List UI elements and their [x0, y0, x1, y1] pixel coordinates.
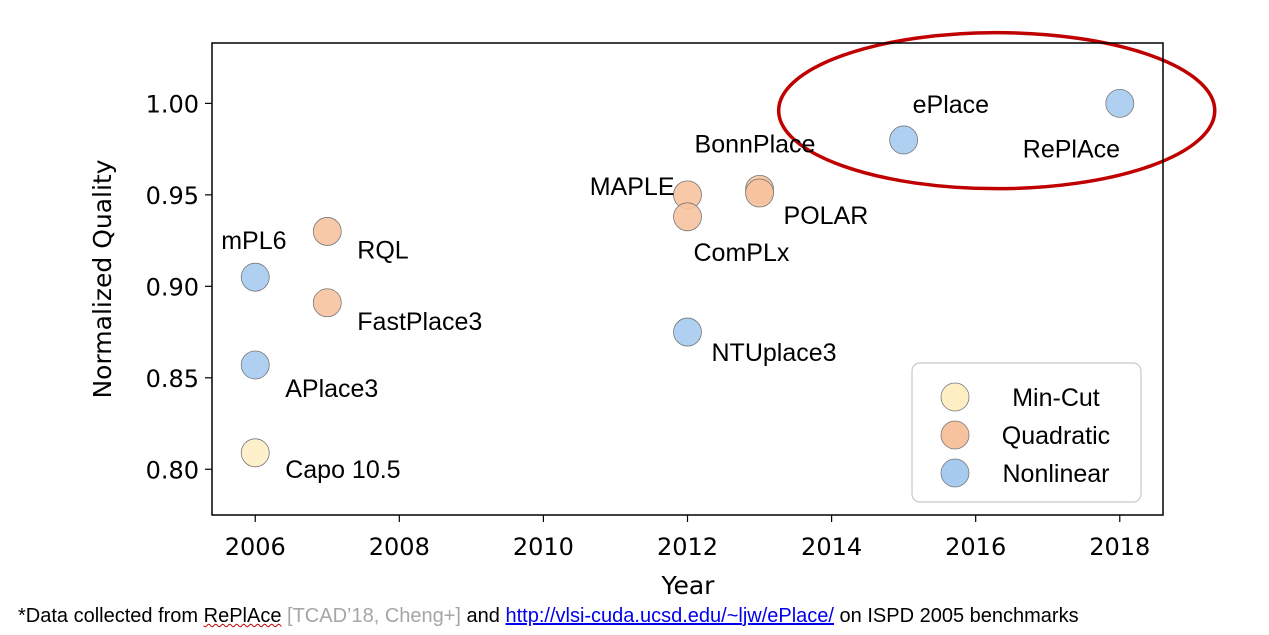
x-tick-label: 2016: [945, 533, 1006, 561]
scatter-chart: Capo 10.5 RQL FastPlace3 MAPLE ComPLx BonnPla…: [88, 30, 1217, 600]
y-tick-label: 0.85: [146, 365, 199, 393]
legend-swatch: [940, 420, 970, 450]
data-point: [673, 202, 702, 232]
y-tick-label: 0.90: [146, 273, 199, 301]
data-point: [673, 317, 702, 347]
footnote-citation: [TCAD’18, Cheng+]: [281, 605, 461, 627]
footnote-middle: and: [460, 605, 506, 627]
data-point: [745, 178, 774, 208]
data-point: [1105, 88, 1135, 118]
footnote-replace: RePlAce: [203, 605, 282, 627]
x-tick-label: 2010: [513, 533, 574, 561]
y-tick-label: 0.95: [146, 182, 199, 210]
highlight-ellipse: [776, 30, 1217, 191]
eplace-link[interactable]: http://vlsi-cuda.ucsd.edu/~ljw/ePlace/: [505, 605, 834, 627]
point-label: APlace3: [285, 375, 378, 403]
data-point: [240, 438, 270, 468]
footnote-prefix: *Data collected from: [18, 605, 204, 627]
point-label: MAPLE: [590, 173, 675, 201]
legend-swatch: [940, 382, 970, 412]
x-tick-label: 2006: [225, 533, 286, 561]
point-label: Capo 10.5: [285, 456, 400, 484]
point-label: ePlace: [913, 91, 989, 119]
footnote: *Data collected from RePlAce [TCAD’18, C…: [18, 605, 1079, 628]
point-label: BonnPlace: [695, 130, 816, 158]
point-label: RQL: [357, 236, 409, 264]
footnote-suffix: on ISPD 2005 benchmarks: [833, 605, 1079, 627]
legend-label: Nonlinear: [1002, 460, 1109, 488]
legend-swatch: [940, 458, 970, 488]
x-tick-label: 2018: [1089, 533, 1150, 561]
y-axis-title: Normalized Quality: [88, 159, 117, 398]
y-tick-label: 1.00: [146, 90, 199, 118]
x-axis-title: Year: [661, 571, 716, 600]
data-point: [889, 125, 919, 155]
data-point: [240, 262, 270, 292]
data-point: [312, 217, 342, 246]
point-label: FastPlace3: [357, 308, 482, 336]
x-tick-label: 2008: [369, 533, 430, 561]
point-label: NTUplace3: [712, 339, 837, 367]
y-tick-label: 0.80: [146, 456, 199, 484]
legend: Min-Cut Quadratic Nonlinear: [911, 362, 1142, 503]
point-label: ComPLx: [694, 239, 790, 267]
x-tick-label: 2014: [801, 533, 862, 561]
point-label: mPL6: [221, 227, 286, 255]
legend-label: Min-Cut: [1012, 384, 1100, 412]
point-label: POLAR: [784, 202, 869, 230]
legend-label: Quadratic: [1002, 422, 1110, 450]
x-tick-label: 2012: [657, 533, 718, 561]
point-label: RePlAce: [1023, 135, 1120, 163]
data-point: [312, 288, 342, 318]
data-point: [240, 350, 270, 380]
